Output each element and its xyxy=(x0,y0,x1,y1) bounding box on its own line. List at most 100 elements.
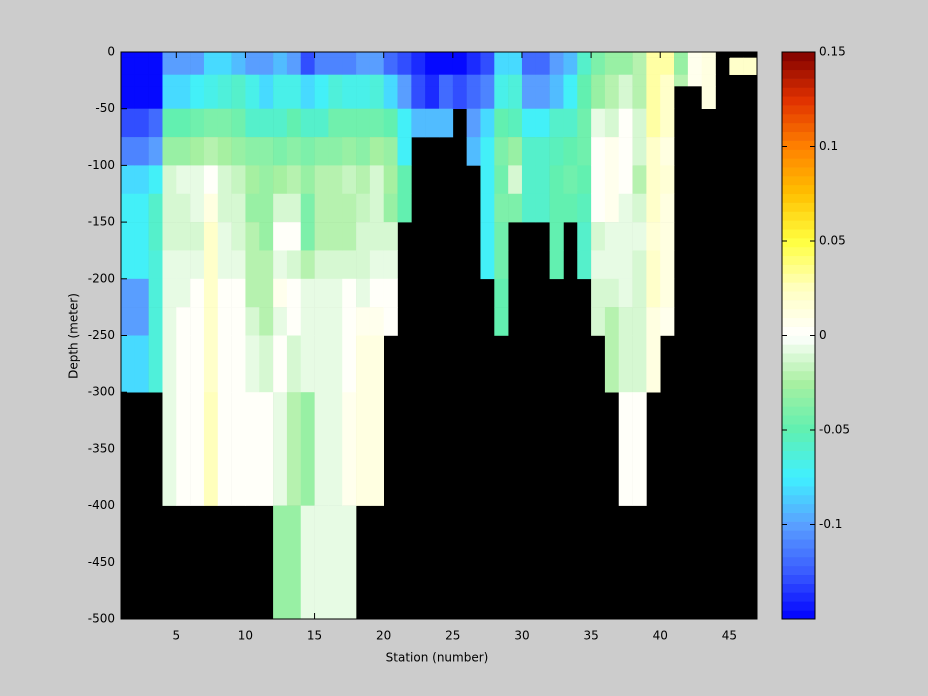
cell xyxy=(563,165,578,195)
cell xyxy=(563,86,578,109)
cell xyxy=(217,165,232,195)
cell xyxy=(300,74,315,87)
cell xyxy=(591,57,606,75)
cell xyxy=(480,165,495,195)
cell xyxy=(618,74,633,87)
cell xyxy=(383,74,398,87)
cell xyxy=(286,86,302,109)
colorbar-step xyxy=(782,184,815,195)
cell xyxy=(618,250,633,280)
colorbar-step xyxy=(782,477,815,487)
colorbar-step xyxy=(782,220,815,230)
cell xyxy=(162,392,177,506)
cell xyxy=(190,193,205,223)
colorbar-step xyxy=(782,273,815,283)
cell xyxy=(591,250,606,280)
cell xyxy=(217,74,232,87)
cell xyxy=(162,108,177,138)
x-tick-label: 30 xyxy=(514,629,529,643)
cell xyxy=(577,165,592,195)
cell xyxy=(259,137,274,166)
cell xyxy=(259,86,274,109)
cell xyxy=(162,52,177,58)
cell xyxy=(591,307,606,336)
cell xyxy=(245,222,260,251)
cell xyxy=(508,193,523,223)
cell xyxy=(618,52,633,58)
cell xyxy=(245,165,260,195)
colorbar-step xyxy=(782,468,815,478)
cell xyxy=(646,278,661,308)
cell xyxy=(203,108,219,138)
colorbar-step xyxy=(782,122,815,133)
cell xyxy=(190,57,205,75)
cell xyxy=(203,335,219,393)
colorbar-step xyxy=(782,486,815,496)
cell xyxy=(342,193,357,223)
cell xyxy=(162,222,177,251)
colorbar-step xyxy=(782,601,815,611)
x-axis-label: Station (number) xyxy=(386,651,489,665)
cell xyxy=(162,137,177,166)
cell xyxy=(162,74,177,87)
cell xyxy=(591,108,606,138)
colorbar-step xyxy=(782,60,815,71)
cell xyxy=(521,137,537,166)
cell xyxy=(356,74,371,87)
cell xyxy=(369,250,384,280)
cell xyxy=(494,165,509,195)
cell xyxy=(591,193,606,223)
cell xyxy=(674,57,689,75)
cell xyxy=(632,250,647,280)
cell xyxy=(646,307,661,336)
cell xyxy=(356,165,371,195)
cell xyxy=(273,392,288,506)
cell xyxy=(577,108,592,138)
cell xyxy=(660,86,675,109)
cell xyxy=(356,392,371,506)
cell xyxy=(217,193,232,223)
cell xyxy=(618,307,633,336)
cell xyxy=(217,335,232,393)
cell xyxy=(162,165,177,195)
cell xyxy=(604,165,620,195)
cell xyxy=(328,307,343,336)
cell xyxy=(148,222,163,251)
cell xyxy=(466,108,481,138)
cell xyxy=(521,52,537,58)
cell xyxy=(701,52,716,58)
cell xyxy=(121,307,136,336)
colorbar-step xyxy=(782,158,815,168)
cell xyxy=(674,74,689,87)
cell xyxy=(245,52,260,58)
cell xyxy=(383,52,398,58)
cell xyxy=(632,74,647,87)
cell xyxy=(217,52,232,58)
cell xyxy=(176,335,191,393)
cell xyxy=(369,57,384,75)
cell xyxy=(203,137,219,166)
cell xyxy=(176,250,191,280)
colorbar-step xyxy=(782,539,815,549)
cell xyxy=(701,74,716,87)
cell xyxy=(286,52,302,58)
cell xyxy=(383,307,398,336)
cell xyxy=(259,108,274,138)
cell xyxy=(356,193,371,223)
cell xyxy=(342,222,357,251)
cell xyxy=(521,74,537,87)
cell xyxy=(231,74,246,87)
colorbar-step xyxy=(782,583,815,593)
cell xyxy=(286,57,302,75)
cell xyxy=(328,193,343,223)
cell xyxy=(286,137,302,166)
cell xyxy=(162,57,177,75)
colorbar-tick-label: 0.15 xyxy=(819,45,846,59)
cell xyxy=(121,193,136,223)
cell xyxy=(535,137,550,166)
cell xyxy=(604,193,620,223)
cell xyxy=(286,193,302,223)
cell xyxy=(259,74,274,87)
cell xyxy=(176,278,191,308)
cell xyxy=(273,52,288,58)
